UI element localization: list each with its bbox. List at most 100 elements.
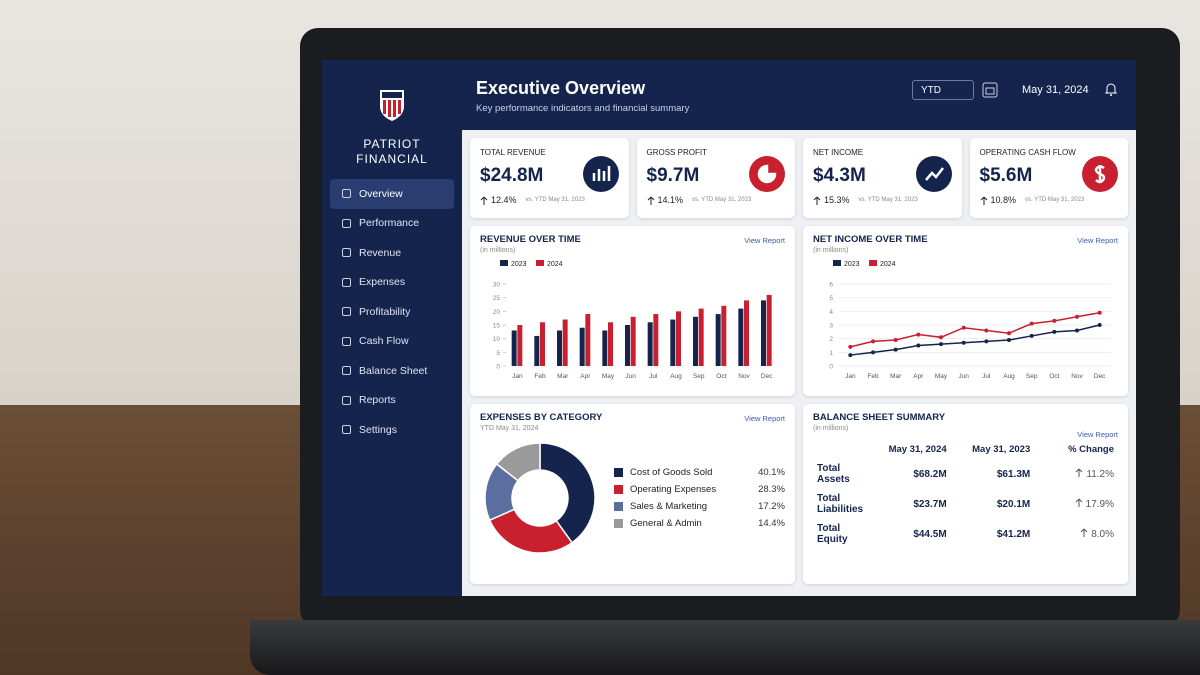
x-tick-label: Feb — [867, 373, 879, 380]
table-cell: 17.9% — [1034, 489, 1118, 519]
table-row: Total Equity $44.5M $41.2M 8.0% — [813, 519, 1118, 549]
x-tick-label: Jul — [982, 373, 991, 380]
nav-icon — [342, 336, 351, 346]
kpi-value: $9.7M — [646, 165, 700, 186]
calendar-button[interactable] — [982, 82, 998, 98]
arrow-shape — [1075, 498, 1082, 507]
x-tick-label: Oct — [716, 373, 726, 380]
table-cell: $23.7M — [867, 489, 951, 519]
donut-slice — [539, 442, 596, 544]
table-row: Total Liabilities $23.7M $20.1M 17.9% — [813, 489, 1118, 519]
nav-icon — [342, 248, 351, 258]
nav-item[interactable]: Profitability — [330, 297, 454, 327]
view-report[interactable]: View Report — [1077, 236, 1118, 245]
cell-text: Total Assets — [817, 463, 850, 485]
point — [893, 347, 898, 352]
nav-icon — [342, 218, 351, 228]
chart-row: REVENUE OVER TIME (in millions) View Rep… — [470, 226, 1128, 396]
nav-item[interactable]: Reports — [330, 386, 454, 416]
legend-item: Operating Expenses 28.3% — [614, 484, 785, 495]
table-cell: $68.2M — [867, 459, 951, 489]
header: Executive Overview Key performance indic… — [462, 60, 1136, 130]
revenue-chart: 2023 2024 0 5 10 15 20 25 30 Jan Feb Mar Apr May Jun Ju… — [493, 260, 773, 380]
legend-swatch — [614, 502, 623, 511]
point — [916, 332, 921, 337]
kpi-comparison: vs. YTD May 31, 2023 — [858, 197, 918, 203]
nav-item[interactable]: Balance Sheet — [330, 356, 454, 386]
panel-subtitle: YTD May 31, 2024 — [480, 425, 539, 432]
point — [1007, 338, 1011, 343]
nav-label: Reports — [359, 394, 396, 407]
notifications[interactable] — [1104, 82, 1118, 96]
nav-item[interactable]: Cash Flow — [330, 327, 454, 357]
column-header: May 31, 2023 — [972, 444, 1031, 455]
bar — [557, 330, 562, 366]
kpi-value: $4.3M — [813, 165, 866, 186]
nav-label: Balance Sheet — [359, 364, 428, 377]
up-arrow — [480, 196, 488, 205]
panel-subtitle: (in millions) — [813, 247, 849, 254]
bar — [608, 322, 613, 366]
legend: Cost of Goods Sold 40.1% Operating Expense… — [614, 461, 785, 535]
nav-label: Overview — [359, 187, 403, 200]
kpi-icon — [1082, 156, 1118, 192]
brand-line: FINANCIAL — [356, 152, 428, 166]
legend-label: Cost of Goods Sold — [630, 467, 713, 478]
view-report[interactable]: View Report — [1077, 430, 1118, 439]
legend-label: Operating Expenses — [630, 484, 717, 495]
row-label: Total Equity — [813, 519, 867, 549]
legend-value: 17.2% — [758, 501, 785, 512]
x-tick-label: Sep — [693, 373, 705, 380]
panel-title: REVENUE OVER TIME — [480, 234, 581, 245]
nav-item[interactable]: Expenses — [330, 268, 454, 298]
bottom-row: EXPENSES BY CATEGORY YTD May 31, 2024 Vi… — [470, 404, 1128, 584]
row-label: Total Liabilities — [813, 489, 867, 519]
net-income-panel: NET INCOME OVER TIME (in millions) View … — [803, 226, 1128, 396]
table-cell: $41.2M — [951, 519, 1035, 549]
bar — [511, 330, 517, 366]
point — [1075, 314, 1079, 319]
icon-glyph — [592, 166, 610, 181]
period-select[interactable]: YTD — [912, 80, 974, 100]
nav-item[interactable]: Settings — [330, 415, 454, 445]
x-tick-label: Aug — [1003, 373, 1015, 380]
cell-text: $20.1M — [996, 498, 1031, 510]
icon-glyph — [924, 167, 944, 181]
kpi-comparison: vs. YTD May 31, 2023 — [692, 197, 752, 203]
legend-label: 2024 — [547, 261, 563, 268]
table-cell: 8.0% — [1034, 519, 1118, 549]
legend-value: 40.1% — [758, 467, 785, 478]
bar — [744, 300, 749, 366]
nav-icon — [342, 395, 351, 405]
x-tick-label: Nov — [1071, 373, 1083, 380]
kpi-change-value: 12.4% — [491, 195, 517, 205]
cell-text: $68.2M — [913, 468, 947, 480]
nav-item[interactable]: Performance — [330, 209, 454, 239]
cell-text: Total Equity — [817, 523, 848, 545]
donut-slice — [495, 442, 541, 482]
cell-text: $61.3M — [996, 468, 1031, 480]
up-arrow — [813, 196, 821, 205]
bar — [517, 325, 523, 366]
nav-item[interactable]: Revenue — [330, 238, 454, 268]
nav-item[interactable]: Overview — [330, 179, 454, 209]
y-tick-label: 2 — [829, 336, 833, 343]
bar — [534, 335, 540, 366]
x-tick-label: Dec — [761, 373, 773, 380]
kpi-change-value: 10.8% — [990, 195, 1017, 205]
y-tick-label: 5 — [496, 350, 500, 357]
main: Executive Overview Key performance indic… — [462, 60, 1136, 596]
kpi-icon — [915, 156, 952, 192]
legend-label: 2023 — [511, 261, 527, 268]
header-row: May 31, 2024 May 31, 2023 % Change — [813, 440, 1118, 459]
point — [848, 353, 853, 358]
point — [939, 342, 943, 347]
kpi-row: TOTAL REVENUE $24.8M 12.4% vs. YTD May 31, … — [470, 138, 1128, 218]
point — [1097, 310, 1102, 315]
point — [1007, 331, 1011, 336]
kpi-comparison: vs. YTD May 31, 2023 — [525, 197, 585, 203]
view-report[interactable]: View Report — [744, 236, 785, 245]
kpi-change-value: 15.3% — [824, 195, 850, 205]
view-report[interactable]: View Report — [744, 414, 785, 423]
x-tick-label: Apr — [913, 373, 924, 380]
